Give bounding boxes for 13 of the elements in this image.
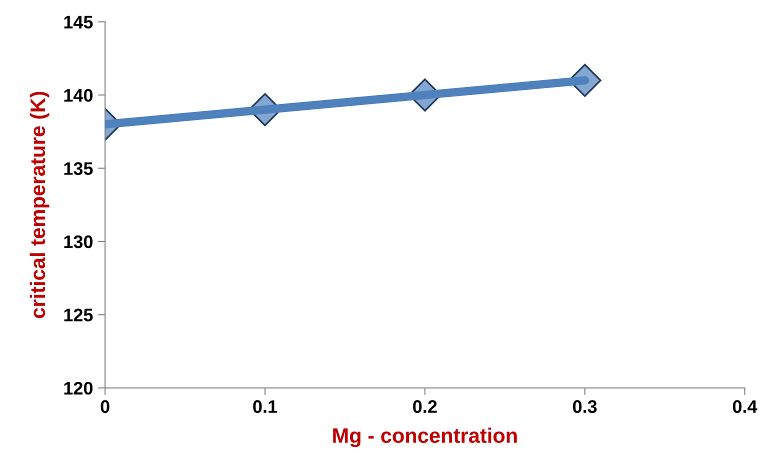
- y-tick-label: 125: [64, 308, 93, 322]
- y-axis-title: critical temperature (K): [30, 92, 50, 318]
- y-tick-label: 135: [64, 162, 93, 175]
- y-tick-label: 145: [64, 16, 93, 29]
- x-tick-label: 0.2: [413, 400, 437, 413]
- x-tick-label: 0: [100, 400, 110, 413]
- x-tick-label: 0.4: [732, 400, 758, 413]
- y-tick-label: 120: [64, 382, 93, 395]
- x-tick-label: 0.1: [253, 400, 278, 413]
- y-tick-label: 130: [64, 235, 93, 248]
- x-tick-label: 0.3: [573, 400, 597, 413]
- y-tick-label: 140: [64, 88, 93, 102]
- x-axis-title: Mg - concentration: [333, 428, 517, 448]
